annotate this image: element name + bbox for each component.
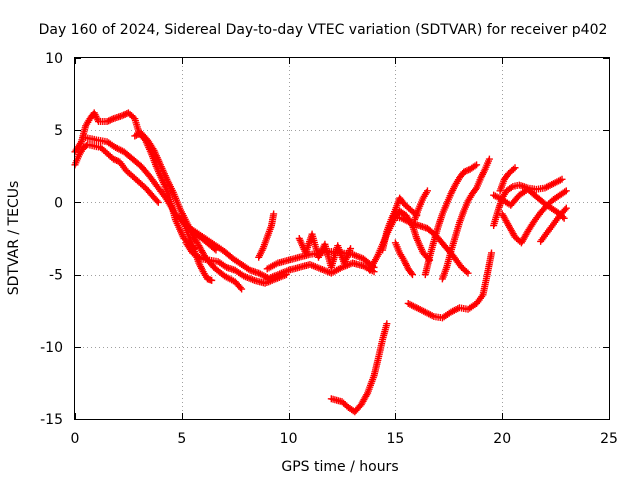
series-arc-22 (496, 164, 519, 195)
series-arc-17 (438, 155, 493, 283)
y-tick-label: 5 (54, 123, 63, 139)
data-point (408, 271, 416, 279)
data-point (208, 276, 216, 284)
data-point (560, 214, 568, 222)
x-axis-label: GPS time / hours (281, 459, 398, 475)
y-tick-label: -5 (49, 268, 63, 284)
data-point (460, 168, 468, 176)
y-axis-label: SDTVAR / TECUs (6, 181, 22, 296)
series-arc-10 (263, 259, 378, 283)
data-point (103, 118, 111, 126)
points-layer (71, 109, 570, 416)
y-tick-label: 0 (54, 195, 63, 211)
series-arc-24 (498, 187, 570, 247)
y-tick-label: -10 (40, 340, 63, 356)
x-tick-label: 10 (280, 431, 298, 447)
data-point (383, 320, 391, 328)
series-arc-25 (537, 204, 570, 245)
grid-layer (75, 58, 609, 419)
y-tick-label: -15 (40, 412, 63, 428)
chart-title: Day 160 of 2024, Sidereal Day-to-day VTE… (39, 22, 608, 38)
series-arc-18 (411, 187, 431, 224)
data-point (462, 268, 470, 276)
x-tick-label: 25 (600, 431, 618, 447)
series-arc-5 (178, 213, 216, 284)
series-arc-19 (327, 320, 391, 416)
data-point (106, 116, 114, 124)
data-point (463, 167, 471, 175)
data-point (561, 188, 569, 196)
data-point (561, 206, 569, 214)
data-point (154, 198, 162, 206)
data-point (562, 187, 570, 195)
ticks-layer: 0 5 10 15 20 25 -15 -10 -5 0 5 10 (40, 51, 618, 447)
data-point (488, 249, 496, 257)
data-point (464, 269, 472, 277)
series-arc-15 (391, 239, 416, 279)
data-point (236, 284, 244, 292)
data-point (105, 117, 113, 125)
x-tick-label: 0 (71, 431, 80, 447)
data-point (511, 164, 519, 172)
x-tick-label: 20 (493, 431, 511, 447)
data-point (473, 161, 481, 169)
data-point (123, 110, 131, 118)
data-point (423, 187, 431, 195)
x-tick-label: 5 (177, 431, 186, 447)
data-point (471, 162, 479, 170)
plot-frame (74, 57, 610, 420)
y-tick-label: 10 (45, 51, 63, 67)
data-point (129, 113, 137, 121)
data-point (113, 157, 121, 165)
data-point (558, 175, 566, 183)
data-point (370, 268, 378, 276)
data-point (562, 204, 570, 212)
data-point (120, 111, 128, 119)
series-arc-20 (404, 249, 496, 322)
data-point (111, 156, 119, 164)
data-point (109, 155, 117, 163)
series-arc-8 (255, 210, 278, 261)
x-tick-label: 15 (386, 431, 404, 447)
data-point (118, 112, 126, 120)
data-point (347, 245, 355, 253)
series-arc-11 (295, 230, 355, 271)
data-point (407, 269, 415, 277)
series-arc-7 (186, 224, 271, 281)
data-point (509, 165, 517, 173)
data-point (461, 167, 469, 175)
data-point (131, 132, 139, 140)
series-arc-3 (80, 133, 220, 254)
data-point (238, 285, 246, 293)
series-arc-16 (421, 161, 481, 279)
data-point (485, 155, 493, 163)
data-point (108, 115, 116, 123)
data-point (507, 184, 515, 192)
data-point (270, 210, 278, 218)
data-point (132, 131, 140, 139)
data-point (153, 197, 161, 205)
